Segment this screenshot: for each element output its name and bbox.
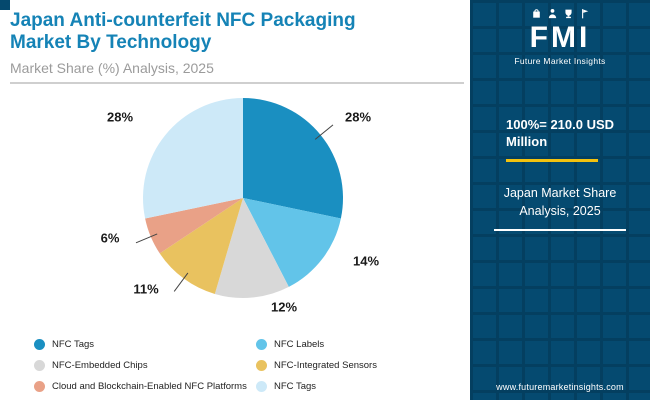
legend-label: Cloud and Blockchain-Enabled NFC Platfor… <box>52 381 247 392</box>
website-url: www.futuremarketinsights.com <box>496 382 624 392</box>
market-context-line1: Japan Market Share <box>503 185 617 200</box>
pie-value-label: 11% <box>133 281 159 296</box>
legend-item: NFC-Integrated Sensors <box>256 360 377 371</box>
shopping-bag-icon <box>532 9 540 18</box>
person-icon <box>548 8 556 19</box>
legend-label: NFC-Integrated Sensors <box>274 360 377 371</box>
legend-dot-icon <box>34 360 45 371</box>
page-subtitle: Market Share (%) Analysis, 2025 <box>10 60 464 85</box>
flag-icon <box>581 9 588 19</box>
legend-label: NFC Tags <box>52 339 95 350</box>
pie-slice-4 <box>145 198 243 254</box>
pie-value-label: 28% <box>107 109 133 124</box>
legend-item: NFC Labels <box>256 339 377 350</box>
legend-dot-icon <box>256 360 267 371</box>
page-title-line2: Market By Technology <box>10 32 212 54</box>
legend-column-1: NFC Tags NFC-Embedded Chips Cloud and Bl… <box>34 339 256 392</box>
chart-legend: NFC Tags NFC-Embedded Chips Cloud and Bl… <box>34 339 464 392</box>
market-size-stat: 100%= 210.0 USD Million <box>506 116 634 162</box>
pie-value-label: 28% <box>345 109 371 124</box>
legend-item: Cloud and Blockchain-Enabled NFC Platfor… <box>34 381 256 392</box>
pie-slice-1 <box>243 198 341 287</box>
sidebar: FMI Future Market Insights 100%= 210.0 U… <box>470 0 650 400</box>
legend-label: NFC Tags <box>274 381 317 392</box>
pie-leader-line <box>314 124 334 140</box>
legend-dot-icon <box>256 381 267 392</box>
legend-label: NFC Labels <box>274 339 325 350</box>
legend-column-2: NFC Labels NFC-Integrated Sensors NFC Ta… <box>256 339 377 392</box>
logo-icons <box>470 8 650 20</box>
chart-header: Japan Anti-counterfeit NFC Packaging Mar… <box>0 0 470 85</box>
yellow-underline <box>506 158 598 162</box>
pie-chart: 28% 14% 12% 11% 6% 28% <box>101 98 379 314</box>
page-title: Japan Anti-counterfeit NFC Packaging Mar… <box>10 10 464 54</box>
pie-value-label: 6% <box>101 230 120 245</box>
pie-value-label: 12% <box>271 299 297 314</box>
pie-slice-0 <box>243 98 343 219</box>
pie-slice-2 <box>214 198 289 298</box>
legend-item: NFC Tags <box>256 381 377 392</box>
legend-label: NFC-Embedded Chips <box>52 360 148 371</box>
legend-dot-icon <box>34 381 45 392</box>
pie-leader-line <box>135 233 158 244</box>
legend-item: NFC-Embedded Chips <box>34 360 256 371</box>
legend-dot-icon <box>34 339 45 350</box>
fmi-logo: FMI Future Market Insights <box>470 0 650 66</box>
corner-accent <box>0 0 10 10</box>
market-context-line2: Analysis, 2025 <box>519 203 601 218</box>
legend-dot-icon <box>256 339 267 350</box>
market-context: Japan Market Share Analysis, 2025 <box>494 184 626 231</box>
trophy-icon <box>564 9 572 19</box>
pie-slice-3 <box>159 198 243 294</box>
pie-value-label: 14% <box>353 253 379 268</box>
legend-item: NFC Tags <box>34 339 256 350</box>
logo-brand-subtext: Future Market Insights <box>514 55 606 66</box>
logo-brand: FMI <box>529 21 591 54</box>
pie-leader-line <box>173 272 189 292</box>
pie-slice-5 <box>143 98 243 219</box>
page-title-line1: Japan Anti-counterfeit NFC Packaging <box>10 10 356 31</box>
chart-area: Japan Anti-counterfeit NFC Packaging Mar… <box>0 0 470 392</box>
market-size-value: 100%= 210.0 USD Million <box>506 116 615 150</box>
